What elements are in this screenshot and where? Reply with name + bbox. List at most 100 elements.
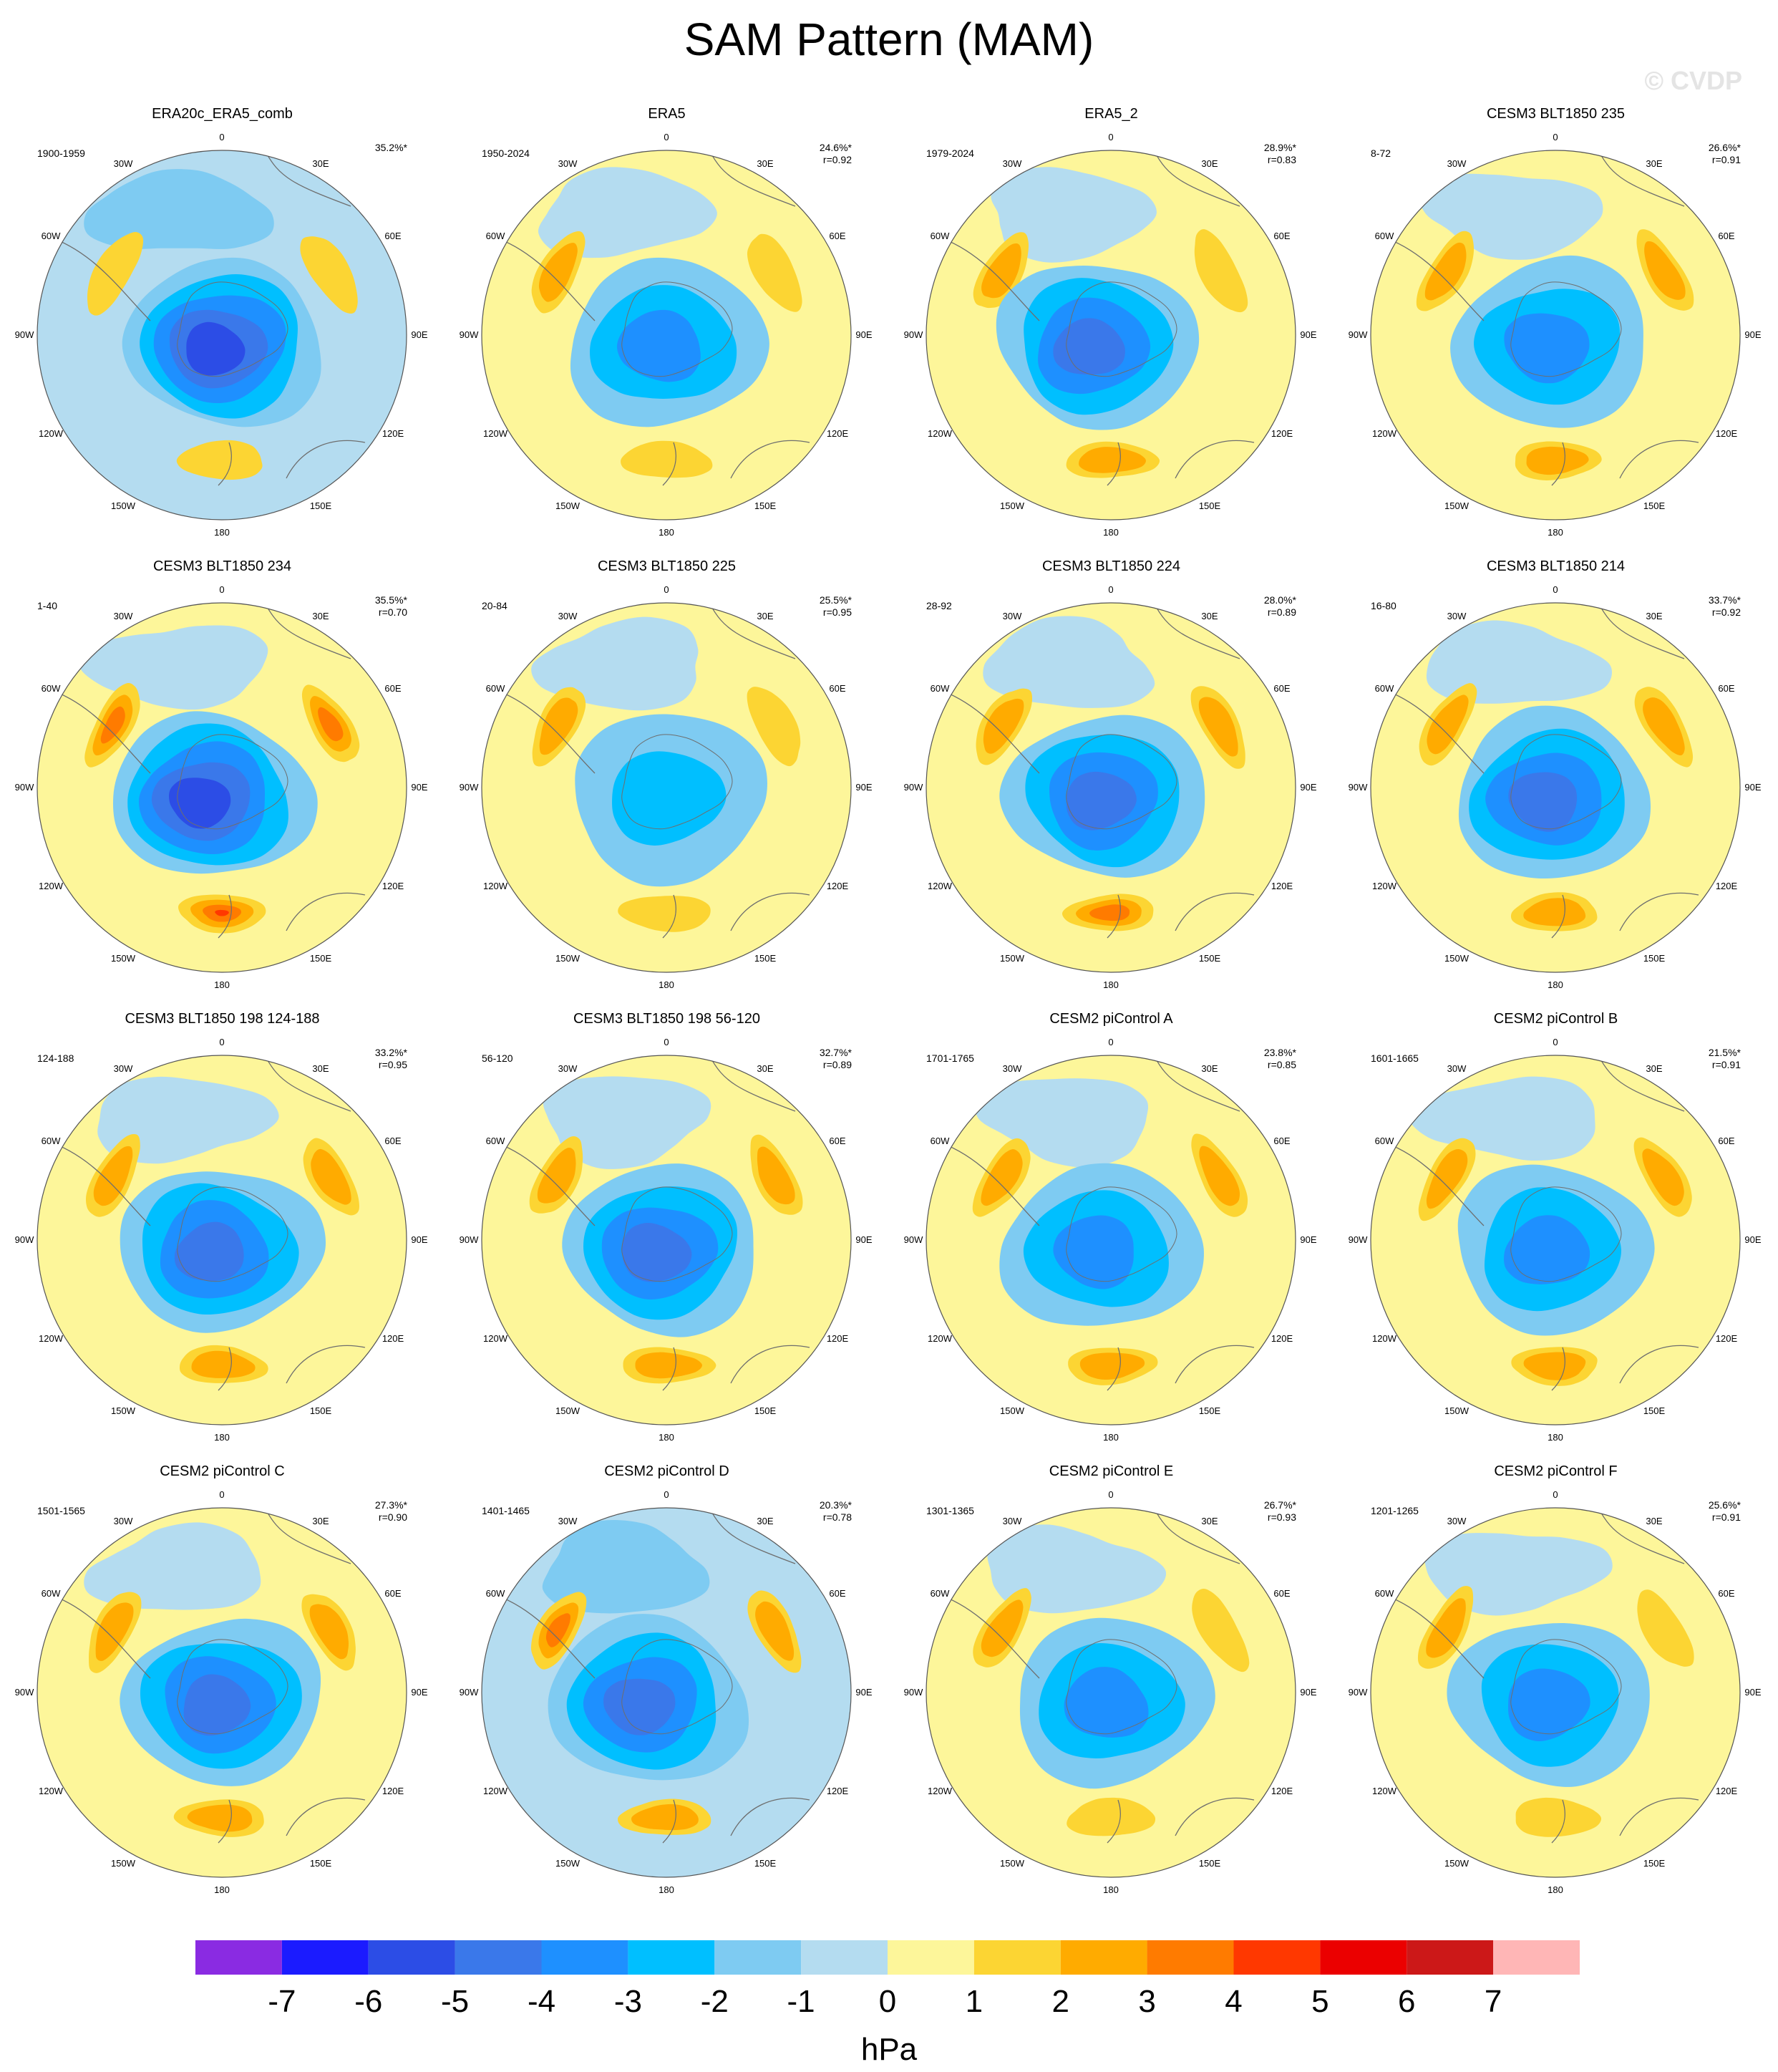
panel-correlation: r=0.70 <box>378 606 407 618</box>
longitude-label: 150W <box>111 1858 136 1869</box>
longitude-label: 150W <box>1444 953 1469 964</box>
longitude-label: 60W <box>42 1588 61 1599</box>
panel-stats: 21.5%* r=0.91 <box>1709 1047 1741 1071</box>
longitude-label: 90E <box>855 1687 872 1698</box>
coastline <box>709 1508 796 1564</box>
panel-title: CESM3 BLT1850 224 <box>1041 558 1181 574</box>
longitude-label: 90E <box>1744 782 1761 793</box>
longitude-label: 30W <box>1447 1516 1467 1526</box>
coastline <box>286 1797 366 1836</box>
colorbar-swatch <box>541 1940 628 1975</box>
coastline <box>264 150 351 207</box>
map-boundary <box>926 1507 1296 1878</box>
anomaly-contour <box>1426 1148 1468 1209</box>
longitude-label: 150E <box>1199 1858 1221 1869</box>
anomaly-contour <box>87 232 144 316</box>
anomaly-contour <box>1508 772 1578 832</box>
longitude-label: 60W <box>486 1588 505 1599</box>
panel-period: 1601-1665 <box>1371 1052 1419 1064</box>
longitude-label: 30W <box>558 158 578 169</box>
panel-period: 56-120 <box>482 1052 513 1064</box>
longitude-label: 90E <box>1300 329 1316 340</box>
longitude-label: 90E <box>411 329 427 340</box>
longitude-label: 120E <box>1271 881 1293 891</box>
anomaly-contour <box>1523 1352 1586 1380</box>
longitude-label: 30E <box>1646 611 1662 621</box>
page-title: SAM Pattern (MAM) <box>684 14 1094 65</box>
polar-map: 0 30E 60E 90E 120E 150E 180 150W 120W 90W 60W 30W <box>460 1037 873 1443</box>
colorbar-tick-label: 3 <box>1138 1984 1155 2019</box>
anomaly-contour <box>618 896 711 932</box>
longitude-label: 60W <box>486 683 505 694</box>
panel-stats: 35.2%* <box>375 142 407 154</box>
longitude-label: 60E <box>829 683 845 694</box>
coastline <box>264 1055 351 1112</box>
map-panel: CESM2 piControl B 1601-1665 21.5%* r=0.91 0 3… <box>1334 1005 1778 1458</box>
longitude-label: 150W <box>111 953 136 964</box>
coastline <box>1619 1345 1699 1384</box>
panel-stats: 23.8%* r=0.85 <box>1264 1047 1296 1071</box>
panel-stats: 25.6%* r=0.91 <box>1709 1499 1741 1524</box>
coastline <box>286 892 366 931</box>
anomaly-contour <box>309 1604 349 1660</box>
antarctica-coastline <box>177 281 288 377</box>
coastline <box>1153 603 1240 659</box>
panel-variance: 35.5%* <box>374 594 407 606</box>
anomaly-contour <box>1079 447 1146 473</box>
longitude-label: 0 <box>1553 1489 1558 1500</box>
longitude-label: 90E <box>855 1234 872 1245</box>
coastline <box>1598 1508 1685 1564</box>
longitude-label: 150W <box>555 953 580 964</box>
panel-period: 1301-1365 <box>926 1505 974 1516</box>
panel-variance: 26.6%* <box>1708 142 1741 153</box>
coastline <box>1598 1055 1685 1112</box>
anomaly-contour <box>186 321 246 376</box>
longitude-label: 120E <box>1716 1786 1738 1796</box>
longitude-label: 0 <box>219 132 224 142</box>
anomaly-contour <box>747 687 801 767</box>
anomaly-contour <box>755 1601 795 1661</box>
anomaly-contour <box>1427 694 1469 755</box>
colorbar-tick-label: 7 <box>1485 1984 1502 2019</box>
panel-correlation: r=0.85 <box>1267 1059 1296 1070</box>
anomaly-contour <box>1067 1797 1156 1836</box>
panel-period: 1979-2024 <box>926 147 974 159</box>
longitude-label: 60W <box>931 1136 950 1146</box>
longitude-label: 90W <box>904 329 923 340</box>
longitude-label: 150W <box>1444 1405 1469 1416</box>
longitude-label: 30E <box>1201 1516 1218 1526</box>
panel-variance: 33.2%* <box>374 1047 407 1058</box>
anomaly-contour <box>617 309 701 382</box>
anomaly-contour <box>635 1352 702 1379</box>
colorbar-tick-label: -5 <box>441 1984 469 2019</box>
longitude-label: 30E <box>312 611 329 621</box>
panel-correlation: r=0.89 <box>822 1059 852 1070</box>
colorbar-tick-label: -3 <box>614 1984 642 2019</box>
longitude-label: 90W <box>904 1234 923 1245</box>
coastline <box>1551 1799 1565 1844</box>
longitude-label: 60E <box>1718 231 1734 241</box>
anomaly-contour <box>981 1599 1024 1657</box>
panel-variance: 28.0%* <box>1263 594 1296 606</box>
map-boundary <box>37 1507 407 1878</box>
longitude-label: 120W <box>928 1786 953 1796</box>
anomaly-contour <box>1426 620 1613 704</box>
coastline <box>1107 1799 1121 1844</box>
longitude-label: 90W <box>1349 329 1368 340</box>
longitude-label: 60W <box>1375 1588 1394 1599</box>
longitude-label: 120W <box>39 1786 64 1796</box>
antarctica-coastline <box>621 1186 733 1282</box>
colorbar-swatch <box>801 1940 888 1975</box>
longitude-label: 30W <box>1003 158 1022 169</box>
coastline <box>730 440 810 479</box>
anomaly-contour <box>983 616 1155 708</box>
coastline <box>709 150 796 207</box>
colorbar-tick-label: -2 <box>701 1984 729 2019</box>
anomaly-contour <box>1643 697 1685 756</box>
antarctica-coastline <box>621 1639 733 1735</box>
anomaly-contour <box>543 1076 711 1169</box>
longitude-label: 150E <box>310 1405 332 1416</box>
longitude-label: 150W <box>1000 1405 1025 1416</box>
anomaly-contour <box>1523 898 1586 926</box>
map-panel: CESM3 BLT1850 198 124-188 124-188 33.2%* r=… <box>0 1005 444 1458</box>
